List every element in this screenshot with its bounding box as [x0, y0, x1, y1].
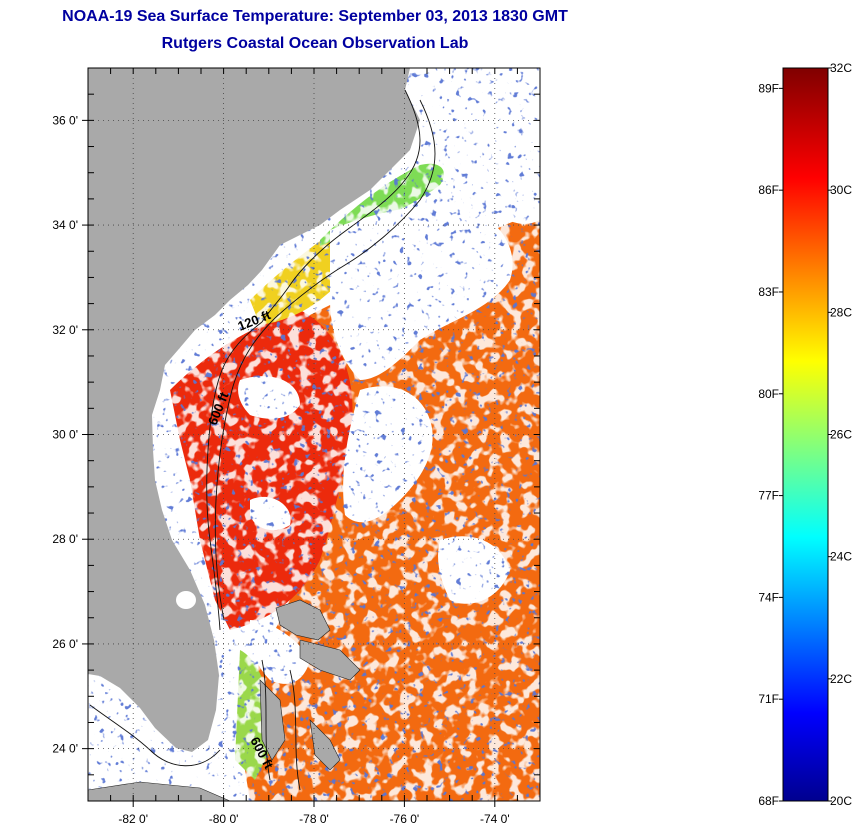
fahrenheit-label: 83F [758, 285, 779, 299]
fahrenheit-label: 77F [758, 489, 779, 503]
map-axis-ticks: -82 0' -80 0' -78 0' -76 0' -74 0' 36 0' 34 0'… [52, 67, 541, 826]
map-title: NOAA-19 Sea Surface Temperature: Septemb… [62, 8, 568, 25]
celsius-label: 28C [830, 305, 852, 319]
lat-tick-label: 24 0' [52, 742, 78, 756]
lat-tick-label: 32 0' [52, 323, 78, 337]
map-gridlines [88, 68, 540, 801]
lake-okeechobee [176, 591, 196, 609]
land-cuba [88, 781, 231, 801]
fahrenheit-label: 80F [758, 387, 779, 401]
lon-tick-label: -78 0' [299, 812, 329, 826]
lat-tick-label: 30 0' [52, 428, 78, 442]
lon-tick-label: -80 0' [209, 812, 239, 826]
lon-tick-label: -82 0' [118, 812, 148, 826]
bahamas-islands [259, 599, 361, 771]
sst-map: 120 ft 600 ft 600 ft -82 0' -80 0' -78 0' -… [52, 67, 541, 826]
map-subtitle: Rutgers Coastal Ocean Observation Lab [161, 35, 469, 52]
celsius-label: 30C [830, 183, 852, 197]
land-mainland [88, 68, 420, 752]
celsius-label: 20C [830, 794, 852, 808]
lat-tick-label: 34 0' [52, 218, 78, 232]
lat-tick-label: 26 0' [52, 637, 78, 651]
celsius-label: 32C [830, 61, 852, 75]
celsius-label: 26C [830, 428, 852, 442]
fahrenheit-label: 86F [758, 183, 779, 197]
temperature-colorbar: 32C 30C 28C 26C 24C 22C 20C 89F 86F 83F 80F 77F 74F 7… [758, 61, 852, 808]
fahrenheit-label: 68F [758, 794, 779, 808]
map-frame [87, 67, 541, 802]
fahrenheit-label: 89F [758, 81, 779, 95]
lat-tick-label: 28 0' [52, 532, 78, 546]
lon-tick-label: -74 0' [480, 812, 510, 826]
lat-tick-label: 36 0' [52, 113, 78, 127]
lon-tick-label: -76 0' [390, 812, 420, 826]
celsius-label: 24C [830, 550, 852, 564]
fahrenheit-label: 74F [758, 590, 779, 604]
bathymetry-contours [89, 89, 436, 791]
fahrenheit-label: 71F [758, 692, 779, 706]
colorbar-gradient [782, 67, 829, 802]
celsius-label: 22C [830, 672, 852, 686]
